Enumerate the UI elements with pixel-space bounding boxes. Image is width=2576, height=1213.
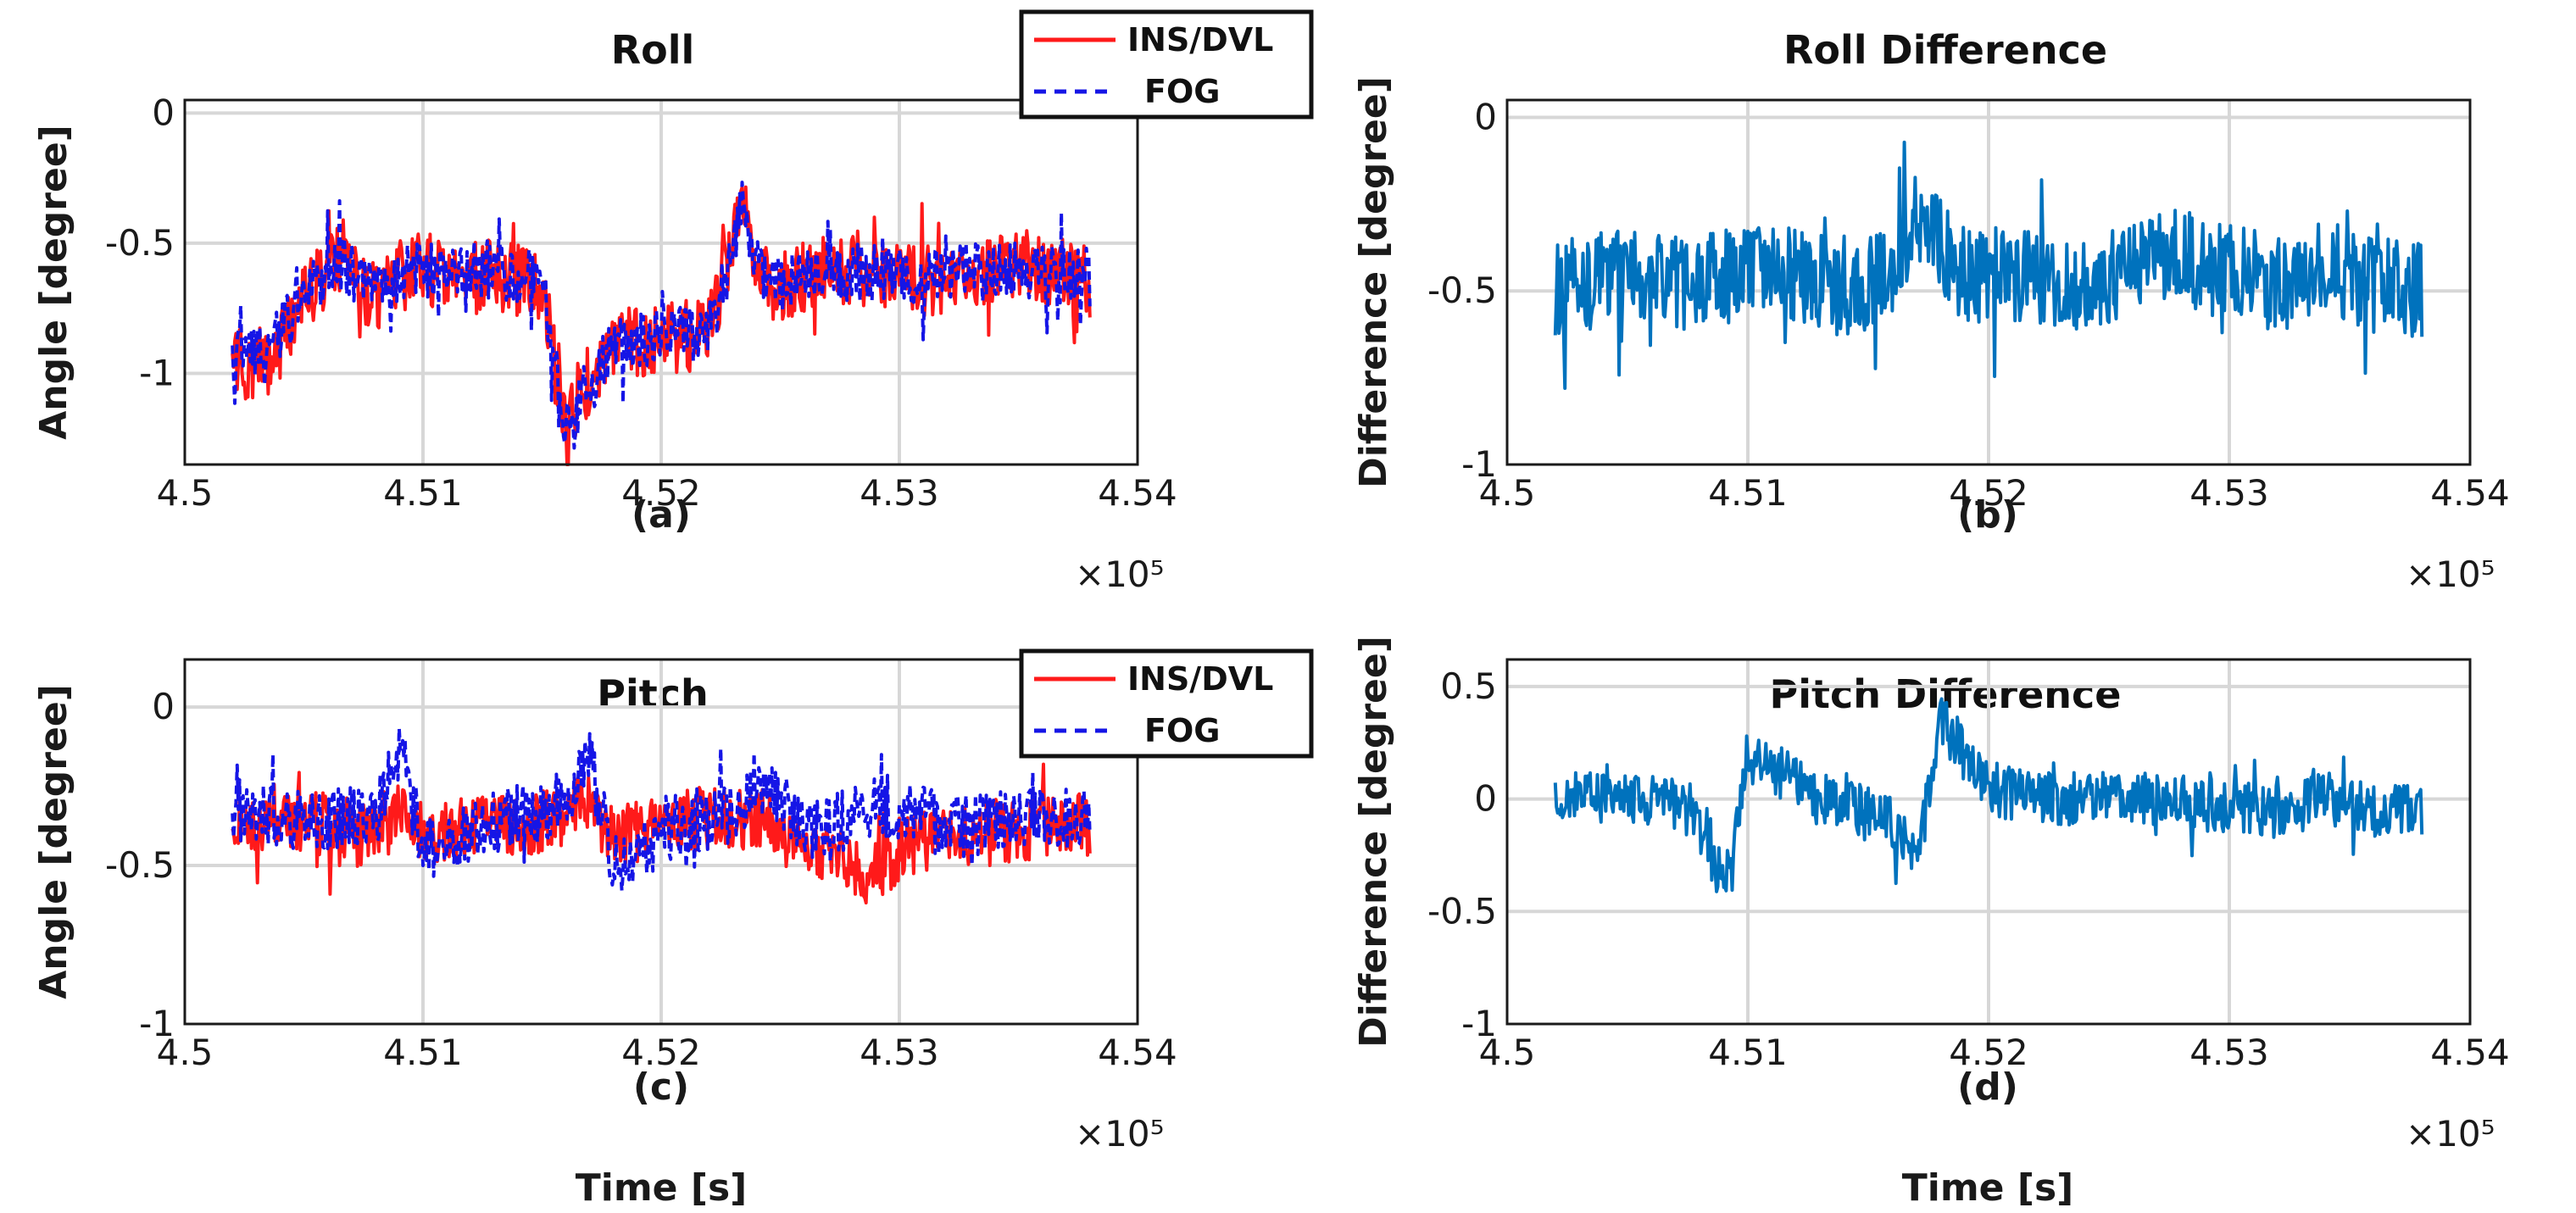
x-exponent: ×10⁵ [2406,554,2495,595]
panel-caption: (b) [1957,493,2018,537]
x-axis-label: Time [s] [576,1166,748,1210]
y-tick-label: 0 [1474,778,1497,820]
legend: INS/DVL FOG [1019,648,1314,759]
y-tick-label: -0.5 [105,222,175,264]
x-tick-labels: 4.5 4.51 4.52 4.53 4.54 [157,472,1177,514]
legend-entry-fog: FOG [1144,712,1220,749]
series-line-difference [1553,140,2424,390]
y-tick-label: -1 [1461,443,1497,485]
y-axis-label: Difference [degree] [1352,636,1395,1048]
x-tick-label: 4.53 [2189,472,2269,514]
plot-area [1553,140,2424,390]
x-tick-label: 4.52 [621,472,701,514]
panel-a: Roll 4.5 4.51 4.52 4.53 4.54 0 -0.5 -1 Angle [… [32,9,1314,595]
y-tick-label: -1 [1461,1003,1497,1044]
y-tick-labels: 0 -0.5 -1 [1427,96,1497,485]
grid [1507,659,2470,1024]
x-tick-label: 4.5 [157,1032,214,1073]
x-tick-label: 4.53 [860,1032,939,1073]
x-tick-labels: 4.5 4.51 4.52 4.53 4.54 [1479,472,2510,514]
y-tick-label: 0 [152,92,175,133]
panel-c: Pitch 4.5 4.51 4.52 4.53 4.54 0 -0.5 -1 Angle … [32,648,1314,1210]
panel-d: Pitch Difference 4.5 4.51 4.52 4.53 4.54 0.5… [1352,636,2510,1210]
x-tick-label: 4.54 [2430,1032,2510,1073]
legend-box [1019,648,1314,759]
x-tick-label: 4.5 [1479,472,1536,514]
panel-caption: (d) [1957,1066,2018,1109]
legend-entry-ins-dvl: INS/DVL [1127,21,1273,58]
legend-entry-fog: FOG [1144,73,1220,110]
x-tick-label: 4.52 [1949,472,2028,514]
y-axis-label: Angle [degree] [32,125,75,440]
series-line-fog [231,181,1092,450]
x-exponent: ×10⁵ [1075,1113,1164,1155]
grid [185,659,1138,1024]
x-tick-label: 4.54 [1098,472,1177,514]
x-tick-label: 4.51 [383,1032,463,1073]
axes-box [1505,658,2472,1026]
plot-area [231,726,1092,904]
plot-area [231,181,1092,466]
y-tick-label: -0.5 [1427,270,1497,311]
x-exponent: ×10⁵ [1075,554,1164,595]
x-tick-labels: 4.5 4.51 4.52 4.53 4.54 [1479,1032,2510,1073]
x-tick-label: 4.52 [621,1032,701,1073]
y-tick-label: -1 [139,353,175,394]
chart-title: Roll [611,27,695,73]
panel-caption: (a) [631,493,691,537]
y-tick-label: 0 [1474,96,1497,137]
y-axis-label: Difference [degree] [1352,76,1395,488]
legend: INS/DVL FOG [1019,9,1314,120]
series-line-fog [231,726,1092,893]
plot-area [1553,697,2424,893]
y-tick-label: -0.5 [1427,890,1497,932]
y-tick-label: -1 [139,1003,175,1044]
x-tick-label: 4.51 [1708,1032,1788,1073]
y-tick-label: 0.5 [1440,665,1497,707]
x-tick-label: 4.53 [2189,1032,2269,1073]
chart-title: Roll Difference [1783,27,2107,73]
axes-box [1505,98,2472,466]
x-tick-label: 4.54 [1098,1032,1177,1073]
y-tick-labels: 0.5 0 -0.5 -1 [1427,665,1497,1044]
x-axis-label: Time [s] [1902,1166,2074,1210]
y-tick-label: -0.5 [105,844,175,886]
x-tick-label: 4.51 [1708,472,1788,514]
legend-entry-ins-dvl: INS/DVL [1127,660,1273,698]
x-tick-label: 4.54 [2430,472,2510,514]
x-tick-label: 4.5 [1479,1032,1536,1073]
x-tick-label: 4.52 [1949,1032,2028,1073]
panel-b: Roll Difference 4.5 4.51 4.52 4.53 4.54 0 -0.… [1352,27,2510,595]
series-line-difference [1553,697,2424,893]
y-tick-label: 0 [152,686,175,727]
x-exponent: ×10⁵ [2406,1113,2495,1155]
x-tick-label: 4.5 [157,472,214,514]
y-tick-labels: 0 -0.5 -1 [105,92,175,393]
chart-title: Pitch [597,671,709,717]
x-tick-label: 4.51 [383,472,463,514]
axes-box [183,98,1139,466]
x-tick-label: 4.53 [860,472,939,514]
y-tick-labels: 0 -0.5 -1 [105,686,175,1044]
axes-box [183,658,1139,1026]
panel-caption: (c) [633,1066,689,1109]
y-axis-label: Angle [degree] [32,684,75,999]
x-tick-labels: 4.5 4.51 4.52 4.53 4.54 [157,1032,1177,1073]
legend-box [1019,9,1314,120]
